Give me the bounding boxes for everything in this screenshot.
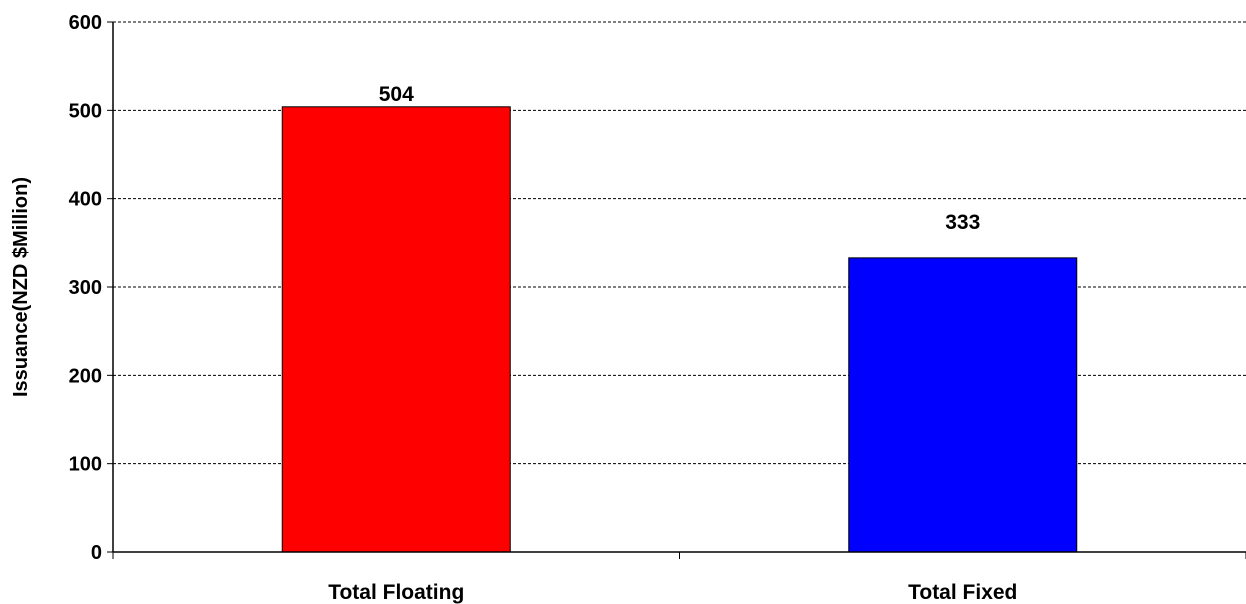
y-tick-label: 400: [69, 189, 102, 211]
gridlines: [113, 21, 1246, 465]
x-category-label: Total Floating: [328, 581, 464, 604]
bar-total-floating: [281, 106, 511, 553]
x-category-labels: Total Floating Total Fixed: [328, 581, 1017, 604]
y-tick-label: 100: [69, 454, 102, 476]
data-labels: 504 333: [379, 83, 981, 234]
x-category-label: Total Fixed: [908, 581, 1017, 604]
axes: [107, 21, 1246, 559]
y-axis-title: Issuance(NZD $Million): [10, 177, 32, 397]
y-tick-labels: 0 100 200 300 400 500 600: [69, 12, 102, 564]
data-label: 504: [379, 83, 414, 106]
y-tick-label: 300: [69, 277, 102, 299]
y-tick-label: 0: [91, 542, 102, 564]
data-label: 333: [945, 211, 980, 234]
y-tick-label: 600: [69, 12, 102, 34]
bar-total-fixed: [848, 257, 1078, 553]
bars: [281, 106, 1078, 553]
y-tick-label: 500: [69, 100, 102, 122]
y-tick-label: 200: [69, 365, 102, 387]
